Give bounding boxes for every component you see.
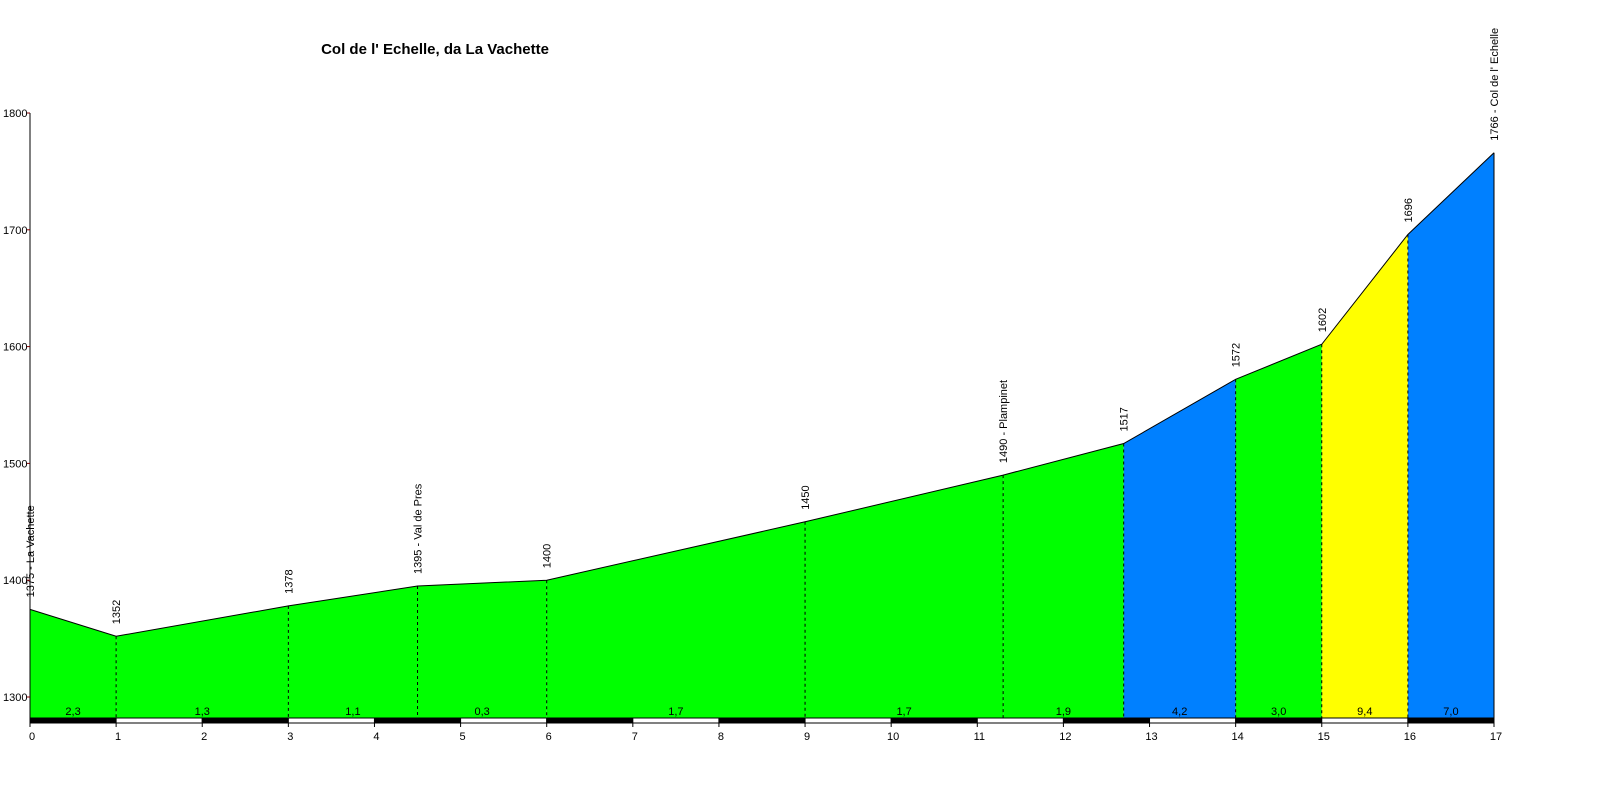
segment-gradient-label-2: 1,1 — [345, 706, 360, 718]
gradient-segment-fills — [30, 152, 1494, 719]
y-tick-label-1600: 1600 — [3, 342, 27, 354]
y-tick-label-1500: 1500 — [3, 458, 27, 470]
km-bar-3 — [287, 717, 375, 724]
segment-fill-1 — [116, 605, 289, 718]
point-altitude-labels: 1375 - La Vachette 1352 1378 1395 - Val de … — [25, 28, 1501, 624]
segment-fill-4 — [546, 521, 806, 718]
point-label-0: 1375 - La Vachette — [25, 505, 37, 597]
x-tick-label-17: 17 — [1490, 731, 1502, 743]
x-tick-label-0: 0 — [29, 731, 35, 743]
km-bar-8 — [718, 717, 806, 724]
segment-gradient-label-6: 1,9 — [1056, 706, 1071, 718]
segment-gradient-label-3: 0,3 — [474, 706, 489, 718]
km-bar-1 — [115, 717, 203, 724]
x-tick-label-10: 10 — [887, 731, 899, 743]
point-label-10: 1696 — [1403, 198, 1415, 222]
segment-gradient-label-9: 9,4 — [1357, 706, 1372, 718]
segment-fill-0 — [30, 609, 117, 718]
km-bar-4 — [373, 717, 462, 724]
segment-fill-7 — [1123, 379, 1236, 718]
y-tick-label-1700: 1700 — [3, 225, 27, 237]
x-tick-label-9: 9 — [804, 731, 810, 743]
point-label-11: 1766 - Col de l' Echelle — [1489, 28, 1501, 141]
point-label-1: 1352 — [111, 600, 123, 624]
km-bar-11 — [976, 717, 1064, 724]
x-tick-label-11: 11 — [974, 731, 985, 743]
km-bar-9 — [804, 717, 892, 724]
segment-fill-6 — [1003, 443, 1124, 718]
y-tick-label-1300: 1300 — [3, 692, 27, 704]
segment-gradient-label-10: 7,0 — [1443, 706, 1458, 718]
x-tick-label-1: 1 — [115, 731, 121, 743]
segment-fill-2 — [288, 586, 418, 718]
point-label-4: 1400 — [542, 544, 554, 568]
segment-gradient-labels: 2,3 1,3 1,1 0,3 1,7 1,7 1,9 4,2 3,0 9,4 7,0 — [65, 706, 1458, 718]
point-label-6: 1490 - Plampinet — [998, 380, 1010, 463]
km-bar-14 — [1235, 717, 1323, 724]
segment-gradient-label-8: 3,0 — [1271, 706, 1286, 718]
point-label-9: 1602 — [1317, 308, 1329, 332]
segment-gradient-label-7: 4,2 — [1172, 706, 1187, 718]
chart-title: Col de l' Echelle, da La Vachette — [321, 41, 549, 58]
segment-fill-3 — [417, 580, 547, 718]
segment-fill-8 — [1235, 344, 1322, 718]
segment-gradient-label-0: 2,3 — [65, 706, 80, 718]
point-label-8: 1572 — [1231, 343, 1243, 367]
km-scale-bar — [29, 717, 1495, 724]
x-tick-label-12: 12 — [1059, 731, 1071, 743]
point-label-2: 1378 — [283, 569, 295, 593]
x-tick-label-8: 8 — [718, 731, 724, 743]
km-bar-7 — [632, 717, 720, 724]
segment-gradient-label-5: 1,7 — [896, 706, 911, 718]
km-bar-10 — [890, 717, 978, 724]
segment-fill-5 — [805, 475, 1004, 718]
y-tick-label-1800: 1800 — [3, 108, 27, 120]
segment-gradient-label-4: 1,7 — [668, 706, 683, 718]
y-tick-label-1400: 1400 — [3, 575, 27, 587]
x-tick-label-13: 13 — [1145, 731, 1157, 743]
x-tick-label-2: 2 — [201, 731, 207, 743]
km-bar-5 — [460, 717, 548, 724]
x-tick-label-15: 15 — [1318, 731, 1330, 743]
km-bar-0 — [29, 717, 117, 724]
point-label-5: 1450 — [800, 485, 812, 509]
km-bar-2 — [201, 717, 289, 724]
x-tick-label-7: 7 — [632, 731, 638, 743]
x-tick-label-3: 3 — [287, 731, 293, 743]
x-tick-label-4: 4 — [373, 731, 379, 743]
point-label-7: 1517 — [1119, 407, 1131, 431]
profile-line-group — [29, 152, 1495, 637]
segment-fill-9 — [1321, 234, 1408, 719]
segment-gradient-label-1: 1,3 — [195, 706, 210, 718]
segment-fill-10 — [1407, 152, 1494, 718]
profile-line — [29, 152, 1495, 637]
segment-dividers — [115, 152, 1495, 718]
km-bar-12 — [1062, 717, 1151, 724]
x-tick-label-6: 6 — [546, 731, 552, 743]
km-bar-16 — [1407, 717, 1495, 724]
km-bar-15 — [1321, 717, 1409, 724]
point-label-3: 1395 - Val de Pres — [413, 483, 425, 574]
x-tick-label-14: 14 — [1232, 731, 1244, 743]
x-tick-label-16: 16 — [1404, 731, 1416, 743]
km-bar-6 — [546, 717, 634, 724]
km-bar-13 — [1149, 717, 1237, 724]
x-tick-label-5: 5 — [460, 731, 466, 743]
